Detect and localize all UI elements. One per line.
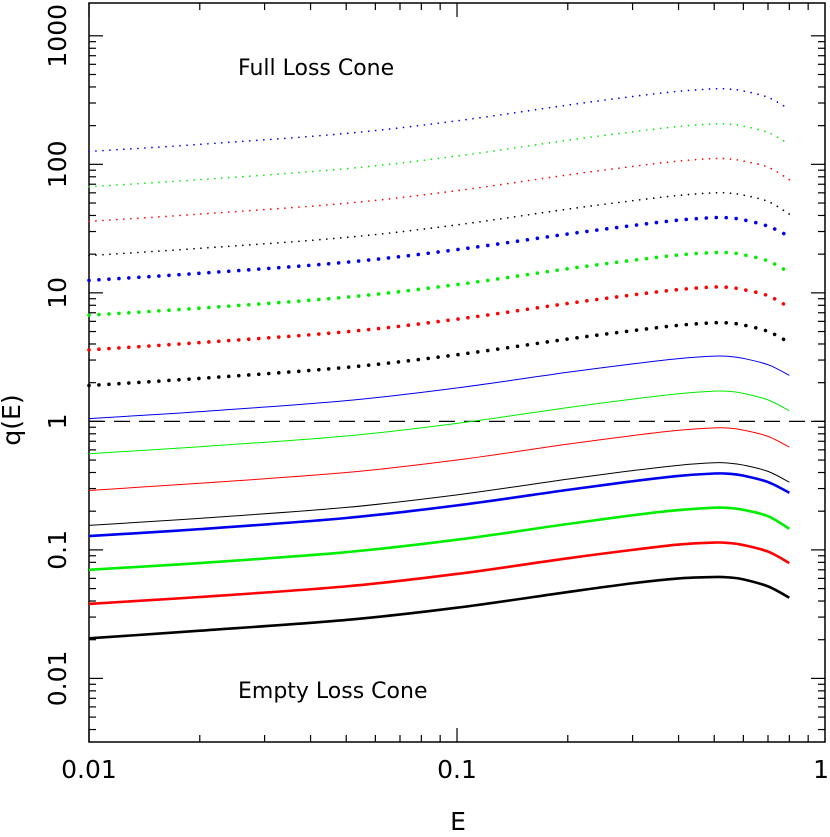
annotation-empty-loss-cone: Empty Loss Cone xyxy=(238,679,427,704)
x-tick-label: 1 xyxy=(813,755,829,784)
series-line-2 xyxy=(88,541,790,606)
x-tick-label: 0.01 xyxy=(61,755,117,784)
x-axis-label: E xyxy=(450,807,466,836)
series-line-8 xyxy=(88,355,790,420)
series-line-7 xyxy=(88,390,790,455)
series-line-4 xyxy=(88,472,790,538)
series-line-5 xyxy=(88,462,790,526)
y-tick-label: 100 xyxy=(43,140,72,188)
y-tick-labels: 0.01 0.1 1 10 100 1000 xyxy=(43,4,72,706)
x-tick-label: 0.1 xyxy=(437,755,477,784)
y-axis-label: q(E) xyxy=(0,394,26,445)
y-tick-label: 0.1 xyxy=(43,530,72,570)
series-line-14 xyxy=(88,157,791,223)
series-line-9 xyxy=(87,320,792,388)
series-layer xyxy=(87,87,792,640)
series-line-16 xyxy=(88,87,791,153)
series-line-15 xyxy=(88,122,791,188)
series-line-13 xyxy=(88,191,791,257)
y-tick-label: 1000 xyxy=(43,4,72,68)
series-line-3 xyxy=(88,506,791,572)
series-line-6 xyxy=(88,427,790,491)
series-line-1 xyxy=(88,575,790,640)
y-tick-label: 1 xyxy=(43,413,72,429)
x-tick-labels: 0.01 0.1 1 xyxy=(61,755,829,784)
y-tick-label: 10 xyxy=(43,277,72,309)
series-line-10 xyxy=(87,285,792,352)
y-tick-label: 0.01 xyxy=(43,651,72,707)
annotation-full-loss-cone: Full Loss Cone xyxy=(238,56,394,81)
axis-ticks xyxy=(88,3,825,742)
series-line-11 xyxy=(87,250,792,317)
